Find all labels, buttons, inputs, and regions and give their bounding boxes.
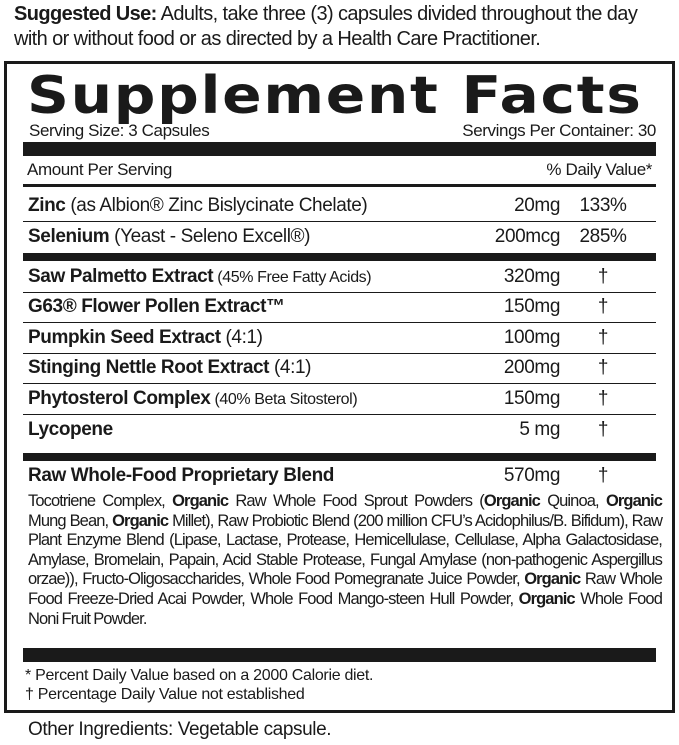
nutrient-name: Phytosterol Complex (40% Beta Sitosterol… [28,388,358,409]
nutrient-amount: 100mg [503,327,561,348]
divider-thick [23,648,656,662]
nutrient-dv: 285% [579,226,627,247]
nutrient-row: Raw Whole-Food Proprietary Blend 570mg † [23,462,656,492]
nutrient-name: Raw Whole-Food Proprietary Blend [28,465,334,486]
servings-per-container: Servings Per Container: 30 [462,121,656,140]
nutrient-amount: 320mg [503,266,561,287]
nutrient-name: Pumpkin Seed Extract (4:1) [28,327,263,348]
amount-header: Amount Per Serving [27,160,172,179]
nutrient-dv: † [597,419,609,440]
nutrient-row: Phytosterol Complex (40% Beta Sitosterol… [23,385,656,415]
other-ingredients: Other Ingredients: Vegetable capsule. [28,719,332,740]
nutrient-row: Selenium (Yeast - Seleno Excell®) 200mcg 2… [23,223,656,253]
panel-title: Supplement Facts [27,66,643,126]
serving-size: Serving Size: 3 Capsules [29,121,210,140]
divider-thick [23,453,656,461]
nutrient-amount: 200mg [503,357,561,378]
nutrient-name: Zinc (as Albion® Zinc Bislycinate Chelat… [28,195,368,216]
nutrient-dv: † [597,327,609,348]
nutrient-dv: † [597,357,609,378]
nutrient-row: G63® Flower Pollen Extract™ 150mg † [23,293,656,323]
nutrient-dv: † [597,388,609,409]
divider-thick [23,142,656,156]
nutrient-dv: 133% [579,195,627,216]
nutrient-row: Lycopene 5 mg † [23,416,656,446]
footnote: † Percentage Daily Value not established [25,686,305,703]
nutrient-row: Zinc (as Albion® Zinc Bislycinate Chelat… [23,192,656,222]
suggested-use: Suggested Use: Adults, take three (3) ca… [14,3,638,50]
nutrient-amount: 150mg [503,296,561,317]
nutrient-dv: † [597,266,609,287]
nutrient-name: Saw Palmetto Extract (45% Free Fatty Aci… [28,266,372,287]
nutrient-amount: 5 mg [519,419,560,440]
nutrient-dv: † [597,465,609,486]
nutrient-amount: 570mg [503,465,561,486]
nutrient-amount: 20mg [514,195,560,216]
footnote: * Percent Daily Value based on a 2000 Ca… [25,667,374,684]
nutrient-name: Lycopene [28,419,113,440]
nutrient-amount: 150mg [503,388,561,409]
divider-thick [23,253,656,261]
nutrient-row: Saw Palmetto Extract (45% Free Fatty Aci… [23,263,656,293]
nutrient-amount: 200mcg [494,226,561,247]
nutrient-row: Stinging Nettle Root Extract (4:1) 200mg † [23,354,656,384]
nutrient-row: Pumpkin Seed Extract (4:1) 100mg † [23,324,656,354]
nutrient-dv: † [597,296,609,317]
nutrient-name: Stinging Nettle Root Extract (4:1) [28,357,312,378]
blend-ingredients: Tocotriene Complex, Organic Raw Whole Fo… [28,492,663,628]
nutrient-name: G63® Flower Pollen Extract™ [28,296,285,317]
dv-header: % Daily Value* [546,160,652,179]
supplement-facts-panel: Supplement Facts Serving Size: 3 Capsule… [4,61,675,713]
nutrient-name: Selenium (Yeast - Seleno Excell®) [28,226,311,247]
divider [23,184,656,187]
